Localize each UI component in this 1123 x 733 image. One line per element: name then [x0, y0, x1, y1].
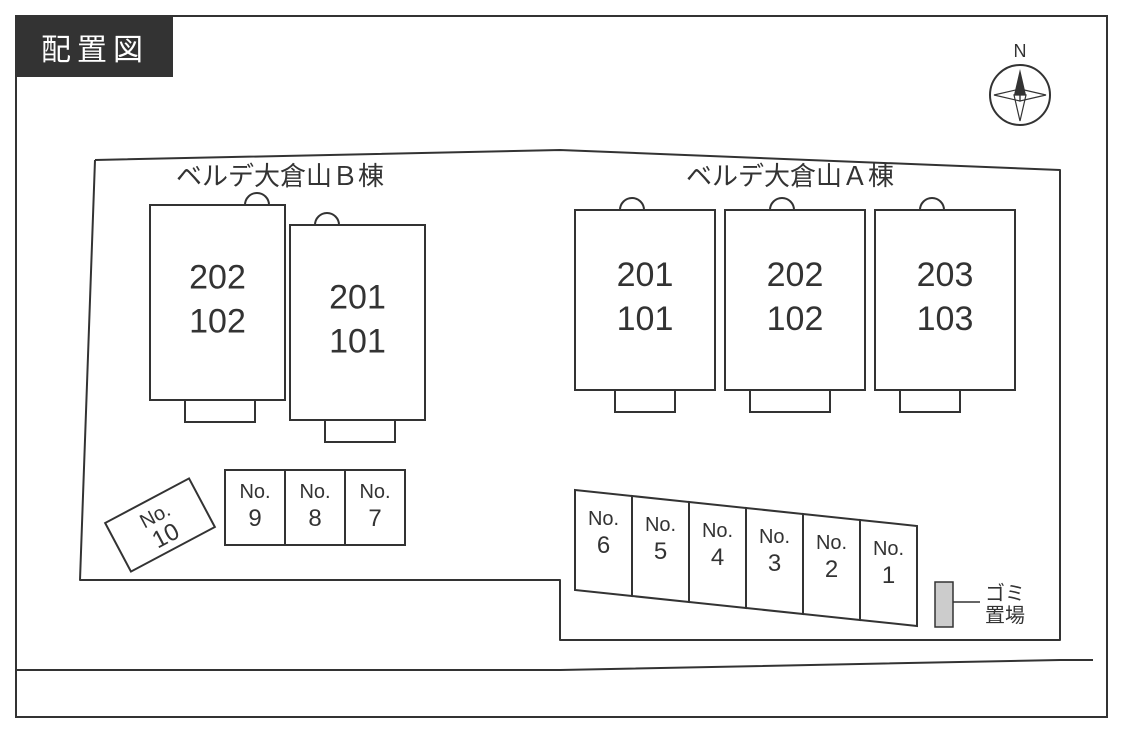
svg-text:2: 2: [825, 556, 838, 583]
svg-text:No.: No.: [299, 481, 330, 503]
svg-text:103: 103: [917, 300, 974, 338]
svg-text:203: 203: [917, 256, 974, 294]
svg-text:ベルデ大倉山Ｂ棟: ベルデ大倉山Ｂ棟: [176, 161, 384, 191]
svg-text:102: 102: [189, 303, 246, 341]
svg-text:201: 201: [329, 279, 386, 317]
svg-text:No.: No.: [588, 508, 619, 530]
svg-text:ゴミ: ゴミ: [985, 582, 1025, 605]
svg-text:9: 9: [248, 505, 261, 532]
svg-text:ベルデ大倉山Ａ棟: ベルデ大倉山Ａ棟: [686, 161, 894, 191]
svg-text:102: 102: [767, 300, 824, 338]
svg-text:No.: No.: [873, 538, 904, 560]
svg-text:7: 7: [368, 505, 381, 532]
svg-text:4: 4: [711, 544, 724, 571]
svg-text:6: 6: [597, 532, 610, 559]
svg-text:3: 3: [768, 550, 781, 577]
svg-text:101: 101: [617, 300, 674, 338]
svg-text:置場: 置場: [985, 604, 1025, 627]
svg-text:N: N: [1014, 41, 1027, 61]
svg-text:1: 1: [882, 562, 895, 589]
svg-text:201: 201: [617, 256, 674, 294]
svg-text:5: 5: [654, 538, 667, 565]
svg-text:8: 8: [308, 505, 321, 532]
svg-text:No.: No.: [702, 520, 733, 542]
svg-text:202: 202: [189, 259, 246, 297]
svg-text:202: 202: [767, 256, 824, 294]
svg-text:No.: No.: [359, 481, 390, 503]
site-plan-svg: N ベルデ大倉山Ｂ棟 202 102 201 101 ベルデ大倉山Ａ棟 201 101 202 10…: [0, 0, 1123, 733]
svg-text:No.: No.: [816, 532, 847, 554]
svg-text:No.: No.: [239, 481, 270, 503]
svg-text:No.: No.: [759, 526, 790, 548]
svg-text:101: 101: [329, 323, 386, 361]
svg-text:No.: No.: [645, 514, 676, 536]
